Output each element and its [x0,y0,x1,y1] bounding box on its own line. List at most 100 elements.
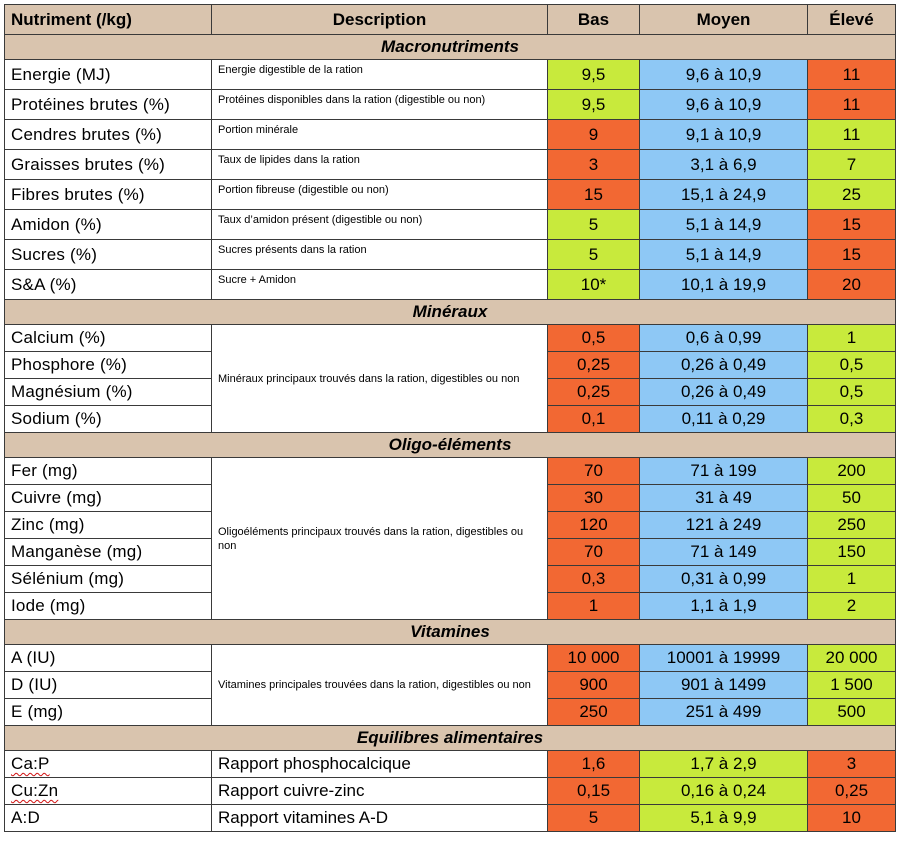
section-title: Minéraux [4,299,896,325]
nutrient-name: Manganèse (mg) [4,538,212,566]
value-bas: 0,3 [547,565,640,593]
table-row: Manganèse (mg) 70 71 à 149 150 [4,538,896,566]
value-eleve: 0,5 [807,351,896,379]
description: Rapport phosphocalcique [211,750,548,778]
table-row: Calcium (%) Minéraux principaux trouvés d… [4,324,896,433]
value-eleve: 500 [807,698,896,726]
value-eleve: 20 000 [807,644,896,672]
value-moyen: 5,1 à 14,9 [639,239,808,270]
value-eleve: 250 [807,511,896,539]
value-moyen: 0,16 à 0,24 [639,777,808,805]
nutrient-name: Cuivre (mg) [4,484,212,512]
value-moyen: 5,1 à 14,9 [639,209,808,240]
value-bas: 5 [547,804,640,832]
nutrient-name: S&A (%) [4,269,212,300]
table-row: Sucres (%) Sucres présents dans la ration… [4,239,896,270]
nutrient-name: Phosphore (%) [4,351,212,379]
value-bas: 900 [547,671,640,699]
value-moyen: 121 à 249 [639,511,808,539]
section-header-row: Macronutriments [4,34,896,60]
table-row: Energie (MJ) Energie digestible de la rat… [4,59,896,90]
value-moyen: 1,1 à 1,9 [639,592,808,620]
value-bas: 0,25 [547,378,640,406]
nutrient-name: Sodium (%) [4,405,212,433]
header-bas: Bas [547,4,640,35]
nutrient-name: Calcium (%) [4,324,212,352]
table-row: Ca:P Rapport phosphocalcique 1,6 1,7 à 2,9 3 [4,750,896,778]
nutrient-name: Energie (MJ) [4,59,212,90]
table-row: Zinc (mg) 120 121 à 249 250 [4,511,896,539]
value-bas: 5 [547,239,640,270]
section-header-row: Equilibres alimentaires [4,725,896,751]
table-row: Magnésium (%) 0,25 0,26 à 0,49 0,5 [4,378,896,406]
nutrient-name: Fer (mg) [4,457,212,485]
value-bas: 9 [547,119,640,150]
nutrient-name: E (mg) [4,698,212,726]
section-title: Oligo-éléments [4,432,896,458]
description: Portion fibreuse (digestible ou non) [211,179,548,210]
header-nutriment: Nutriment (/kg) [4,4,212,35]
value-eleve: 7 [807,149,896,180]
value-eleve: 11 [807,89,896,120]
value-eleve: 15 [807,209,896,240]
value-bas: 0,15 [547,777,640,805]
table-row: E (mg) 250 251 à 499 500 [4,698,896,726]
spellcheck-underlined-name: Ca:P [11,754,50,773]
value-bas: 3 [547,149,640,180]
value-bas: 10 000 [547,644,640,672]
value-eleve: 0,3 [807,405,896,433]
description: Rapport cuivre-zinc [211,777,548,805]
value-moyen: 3,1 à 6,9 [639,149,808,180]
nutrient-name: Graisses brutes (%) [4,149,212,180]
table-row: Fibres brutes (%) Portion fibreuse (diges… [4,179,896,210]
value-moyen: 5,1 à 9,9 [639,804,808,832]
nutrient-name: Cu:Zn [4,777,212,805]
description: Sucres présents dans la ration [211,239,548,270]
value-moyen: 9,6 à 10,9 [639,89,808,120]
table-row: D (IU) 900 901 à 1499 1 500 [4,671,896,699]
table-row: Iode (mg) 1 1,1 à 1,9 2 [4,592,896,620]
value-bas: 10* [547,269,640,300]
section-title: Macronutriments [4,34,896,60]
value-eleve: 25 [807,179,896,210]
value-moyen: 9,1 à 10,9 [639,119,808,150]
value-bas: 70 [547,538,640,566]
value-eleve: 150 [807,538,896,566]
table-row: A (IU) Vitamines principales trouvées dan… [4,644,896,726]
header-description: Description [211,4,548,35]
value-eleve: 15 [807,239,896,270]
value-moyen: 1,7 à 2,9 [639,750,808,778]
section-title: Vitamines [4,619,896,645]
value-moyen: 10,1 à 19,9 [639,269,808,300]
nutrient-name: Sélénium (mg) [4,565,212,593]
value-bas: 0,25 [547,351,640,379]
shared-description: Vitamines principales trouvées dans la r… [211,644,548,726]
nutrient-name: Sucres (%) [4,239,212,270]
nutrient-name: Iode (mg) [4,592,212,620]
value-moyen: 0,26 à 0,49 [639,378,808,406]
value-moyen: 0,26 à 0,49 [639,351,808,379]
spellcheck-underlined-name: Cu:Zn [11,781,59,800]
nutrient-table: Nutriment (/kg) Description Bas Moyen Él… [4,4,896,832]
value-eleve: 50 [807,484,896,512]
section-title: Equilibres alimentaires [4,725,896,751]
section-header-row: Minéraux [4,299,896,325]
header-eleve: Élevé [807,4,896,35]
nutrient-name: Fibres brutes (%) [4,179,212,210]
value-eleve: 1 [807,565,896,593]
value-moyen: 0,11 à 0,29 [639,405,808,433]
section-header-row: Oligo-éléments [4,432,896,458]
value-eleve: 2 [807,592,896,620]
value-moyen: 901 à 1499 [639,671,808,699]
table-row: S&A (%) Sucre + Amidon 10* 10,1 à 19,9 20 [4,269,896,300]
table-row: Fer (mg) Oligoéléments principaux trouvés… [4,457,896,620]
nutrient-table-frame: Nutriment (/kg) Description Bas Moyen Él… [4,4,896,832]
table-row: Sodium (%) 0,1 0,11 à 0,29 0,3 [4,405,896,433]
value-eleve: 3 [807,750,896,778]
value-moyen: 71 à 199 [639,457,808,485]
value-bas: 1,6 [547,750,640,778]
value-eleve: 0,5 [807,378,896,406]
value-moyen: 71 à 149 [639,538,808,566]
shared-description: Oligoéléments principaux trouvés dans la… [211,457,548,620]
value-eleve: 11 [807,119,896,150]
